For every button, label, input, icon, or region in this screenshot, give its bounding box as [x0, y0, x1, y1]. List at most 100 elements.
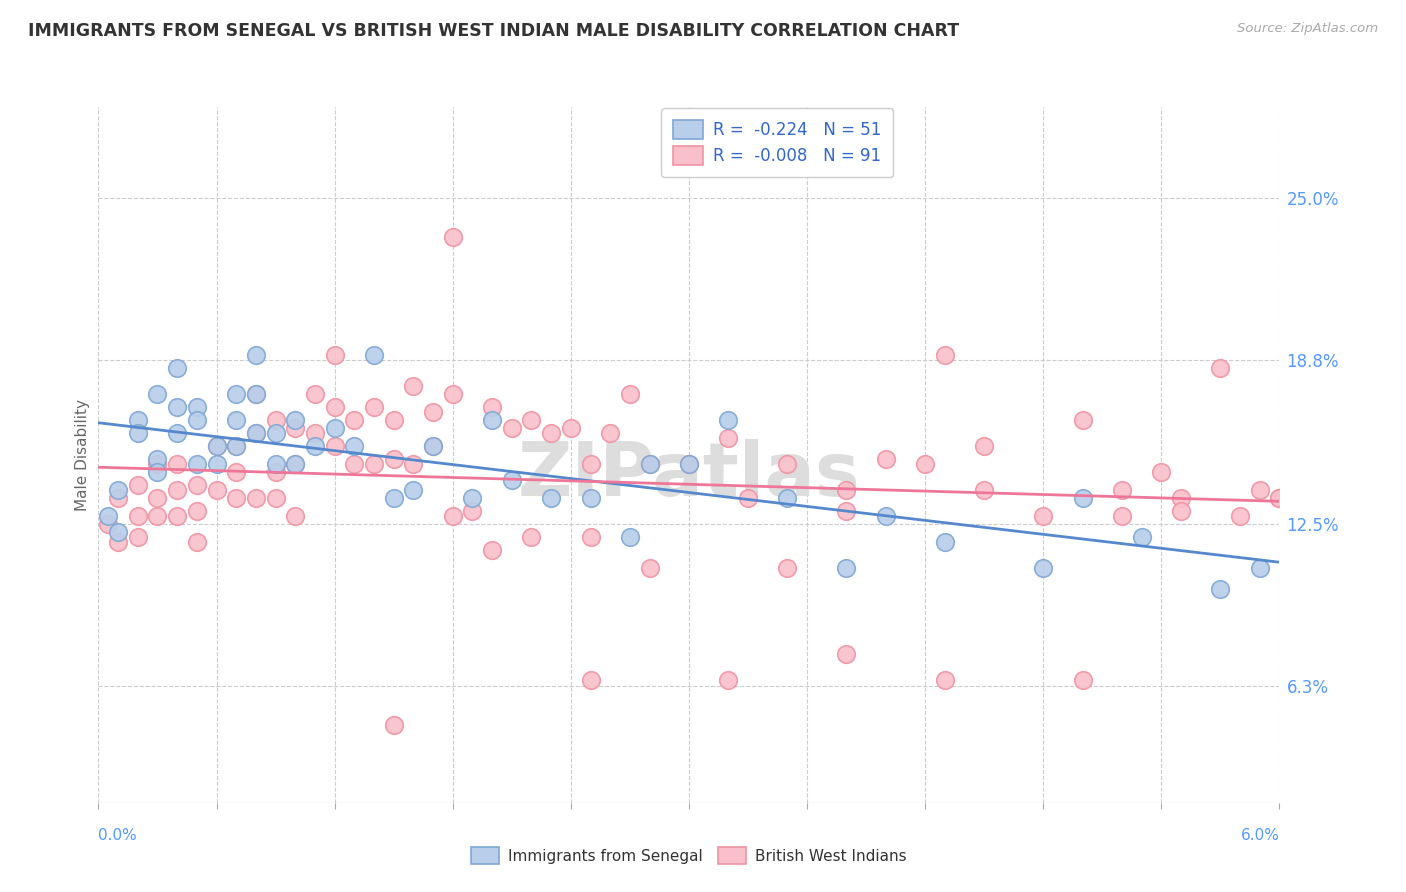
Point — [835, 647, 858, 661]
Point — [363, 457, 385, 471]
Point — [441, 509, 464, 524]
Point — [934, 535, 956, 549]
Point — [422, 405, 444, 419]
Point — [973, 439, 995, 453]
Point — [638, 457, 661, 471]
Point — [1170, 491, 1192, 505]
Point — [245, 425, 267, 440]
Point — [323, 420, 346, 434]
Point — [146, 509, 169, 524]
Text: 0.0%: 0.0% — [98, 828, 138, 843]
Point — [166, 425, 188, 440]
Point — [520, 413, 543, 427]
Point — [422, 439, 444, 453]
Point — [540, 491, 562, 505]
Point — [186, 535, 208, 549]
Point — [835, 483, 858, 497]
Point — [560, 420, 582, 434]
Point — [481, 400, 503, 414]
Point — [166, 360, 188, 375]
Point — [264, 425, 287, 440]
Point — [875, 451, 897, 466]
Point — [186, 478, 208, 492]
Legend: Immigrants from Senegal, British West Indians: Immigrants from Senegal, British West In… — [461, 836, 917, 875]
Point — [599, 425, 621, 440]
Point — [461, 491, 484, 505]
Point — [776, 561, 799, 575]
Point — [717, 413, 740, 427]
Point — [914, 457, 936, 471]
Point — [1071, 673, 1094, 688]
Point — [225, 413, 247, 427]
Point — [97, 509, 120, 524]
Point — [343, 439, 366, 453]
Point — [678, 457, 700, 471]
Point — [1249, 483, 1271, 497]
Point — [146, 465, 169, 479]
Point — [1170, 504, 1192, 518]
Point — [717, 673, 740, 688]
Point — [579, 457, 602, 471]
Point — [579, 530, 602, 544]
Point — [1111, 509, 1133, 524]
Point — [1209, 360, 1232, 375]
Point — [245, 386, 267, 401]
Point — [776, 457, 799, 471]
Point — [678, 457, 700, 471]
Point — [166, 457, 188, 471]
Point — [638, 457, 661, 471]
Point — [461, 504, 484, 518]
Point — [717, 431, 740, 445]
Text: 6.0%: 6.0% — [1240, 828, 1279, 843]
Point — [186, 504, 208, 518]
Point — [1229, 509, 1251, 524]
Point — [540, 425, 562, 440]
Point — [146, 451, 169, 466]
Point — [737, 491, 759, 505]
Point — [264, 413, 287, 427]
Point — [323, 439, 346, 453]
Point — [776, 491, 799, 505]
Point — [1209, 582, 1232, 596]
Point — [934, 673, 956, 688]
Point — [107, 535, 129, 549]
Point — [402, 457, 425, 471]
Point — [1071, 491, 1094, 505]
Point — [619, 386, 641, 401]
Point — [166, 483, 188, 497]
Text: ZIPatlas: ZIPatlas — [517, 439, 860, 512]
Point — [146, 386, 169, 401]
Point — [422, 439, 444, 453]
Point — [245, 425, 267, 440]
Point — [97, 516, 120, 531]
Point — [146, 491, 169, 505]
Point — [284, 457, 307, 471]
Point — [579, 673, 602, 688]
Y-axis label: Male Disability: Male Disability — [75, 399, 90, 511]
Point — [323, 348, 346, 362]
Point — [619, 530, 641, 544]
Point — [205, 439, 228, 453]
Point — [107, 491, 129, 505]
Point — [127, 530, 149, 544]
Point — [166, 400, 188, 414]
Point — [638, 561, 661, 575]
Point — [225, 491, 247, 505]
Point — [107, 483, 129, 497]
Point — [166, 509, 188, 524]
Point — [1032, 509, 1054, 524]
Point — [363, 348, 385, 362]
Point — [205, 483, 228, 497]
Point — [520, 530, 543, 544]
Point — [875, 509, 897, 524]
Point — [343, 457, 366, 471]
Point — [1111, 483, 1133, 497]
Point — [225, 439, 247, 453]
Point — [441, 386, 464, 401]
Point — [225, 465, 247, 479]
Point — [1268, 491, 1291, 505]
Point — [146, 457, 169, 471]
Point — [245, 491, 267, 505]
Point — [264, 465, 287, 479]
Point — [205, 457, 228, 471]
